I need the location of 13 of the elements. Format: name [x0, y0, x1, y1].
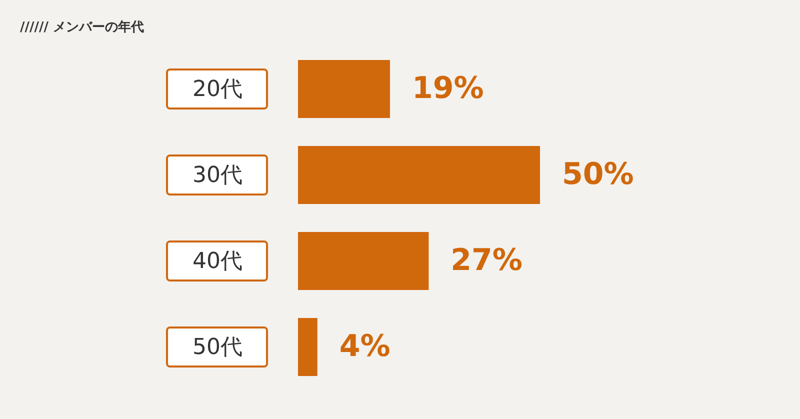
y-tick-label: 20代 — [192, 77, 242, 102]
y-tick-label: 50代 — [192, 335, 242, 360]
bar — [298, 146, 540, 204]
text: ////// メンバーの年代 — [20, 20, 144, 35]
y-tick-label: 40代 — [192, 249, 242, 274]
bar — [298, 318, 318, 376]
data-label: 19% — [412, 71, 484, 106]
data-label: 50% — [562, 157, 634, 192]
bar — [298, 232, 429, 290]
data-label: 4% — [339, 329, 390, 364]
y-tick-label: 30代 — [192, 163, 242, 188]
bar — [298, 60, 390, 118]
data-label: 27% — [450, 243, 522, 278]
